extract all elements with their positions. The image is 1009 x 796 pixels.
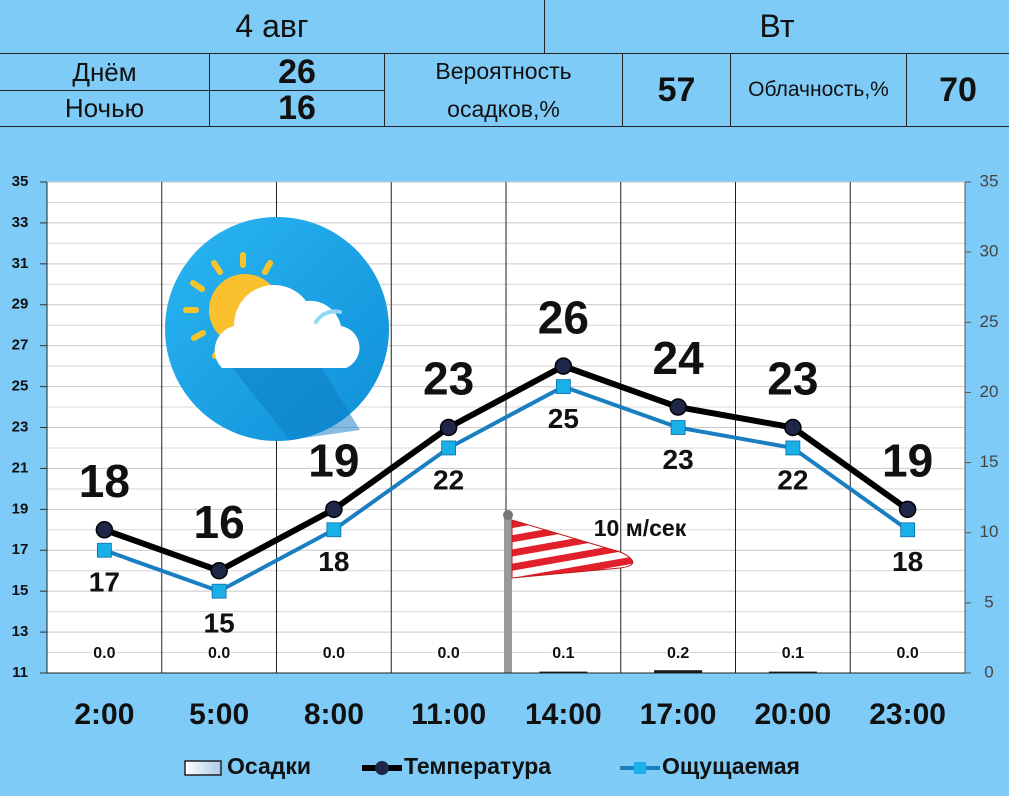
- x-tick-label: 20:00: [755, 698, 832, 731]
- day-label: Днём: [0, 54, 210, 91]
- y-tick-label: 11: [12, 664, 28, 681]
- feels-marker: [96, 542, 112, 558]
- precip-label: 0.0: [897, 645, 919, 662]
- y-tick-label: 17: [12, 541, 29, 558]
- feels-marker: [211, 583, 227, 599]
- temp-marker: [669, 398, 687, 416]
- temp-label: 26: [538, 291, 589, 343]
- feels-label: 17: [89, 567, 120, 598]
- precip-prob-label: Вероятность осадков,%: [385, 54, 623, 127]
- series-line: [103, 363, 910, 574]
- precip-label: 0.1: [552, 645, 574, 662]
- temp-label: 23: [767, 353, 818, 405]
- precip-prob-value: 57: [623, 54, 731, 127]
- legend-marker: [375, 761, 389, 775]
- x-tick-label: 14:00: [525, 698, 602, 731]
- weekday: Вт: [545, 0, 1009, 54]
- y2-tick-label: 5: [984, 592, 993, 611]
- precip-label: 0.0: [93, 645, 115, 662]
- temp-marker: [325, 500, 343, 519]
- precip-label: 0.0: [208, 645, 230, 662]
- y2-tick-label: 25: [980, 312, 999, 331]
- precip-label: 0.1: [782, 645, 804, 662]
- x-tick-label: 17:00: [640, 698, 717, 731]
- y-tick-label: 33: [12, 214, 29, 231]
- feels-marker: [785, 440, 801, 456]
- series-line: [103, 384, 909, 594]
- temp-label: 16: [194, 496, 245, 548]
- legend-marker: [634, 762, 646, 774]
- x-tick-label: 8:00: [304, 698, 364, 731]
- x-tick-label: 5:00: [189, 698, 249, 731]
- y-tick-label: 27: [12, 337, 29, 354]
- feels-marker: [900, 522, 916, 538]
- x-tick-label: 2:00: [74, 698, 134, 731]
- legend-label: Ощущаемая: [662, 753, 800, 779]
- chart-layer: 11 13 15 17 19 21 23 25 27 29 31 33 35 0 5 10 15 20 25 30 35…: [12, 171, 999, 779]
- feels-label: 18: [892, 546, 923, 577]
- precip-label: 0.0: [438, 645, 460, 662]
- feels-label: 22: [777, 464, 808, 495]
- temp-marker: [784, 418, 802, 437]
- wind-annotation: 10 м/сек: [594, 515, 687, 541]
- day-temp: 26: [210, 53, 385, 91]
- legend-swatch: [184, 760, 222, 776]
- feels-marker: [441, 440, 457, 456]
- weather-icon: [165, 217, 389, 441]
- night-temp: 16: [210, 89, 385, 127]
- feels-label: 15: [204, 608, 235, 639]
- temp-label: 24: [653, 332, 705, 384]
- y-tick-label: 15: [12, 582, 29, 599]
- feels-marker: [670, 420, 686, 435]
- legend-label: Температура: [404, 753, 551, 779]
- temp-marker: [898, 500, 917, 519]
- cloudiness-label: Облачность,%: [731, 54, 907, 127]
- feels-marker: [326, 522, 342, 538]
- temp-marker: [554, 357, 573, 375]
- temp-label: 23: [423, 353, 474, 405]
- windsock-icon: [503, 510, 634, 673]
- x-tick-label: 23:00: [869, 698, 946, 731]
- precip-label: 0.2: [667, 645, 689, 662]
- x-tick-label: 11:00: [411, 698, 486, 731]
- temp-label: 18: [79, 455, 130, 507]
- temp-label: 19: [882, 434, 933, 486]
- y2-tick-label: 35: [980, 171, 999, 190]
- y2-tick-label: 20: [980, 382, 999, 401]
- feels-label: 25: [548, 403, 579, 434]
- y-tick-label: 25: [12, 378, 29, 395]
- date: 4 авг: [0, 0, 545, 54]
- precip-label: 0.0: [323, 645, 345, 662]
- y-tick-label: 23: [12, 418, 29, 435]
- y-tick-label: 19: [12, 500, 29, 517]
- night-label: Ночью: [0, 91, 210, 127]
- y-tick-label: 35: [12, 173, 29, 190]
- feels-label: 23: [663, 444, 694, 475]
- y-tick-label: 13: [12, 623, 29, 640]
- y-tick-label: 21: [12, 459, 29, 476]
- cloudiness-value: 70: [907, 54, 1009, 127]
- feels-label: 18: [318, 546, 349, 577]
- feels-label: 22: [433, 464, 464, 495]
- temp-marker: [210, 561, 228, 580]
- legend-label: Осадки: [227, 753, 311, 779]
- feels-marker: [555, 379, 571, 394]
- precip-bar: [654, 670, 703, 673]
- temp-marker: [95, 521, 114, 539]
- precip-bar: [768, 671, 817, 673]
- y-tick-label: 29: [12, 296, 29, 313]
- y2-tick-label: 30: [980, 242, 999, 261]
- temp-label: 19: [308, 434, 359, 486]
- y2-tick-label: 10: [980, 522, 999, 541]
- temp-marker: [439, 418, 458, 437]
- precip-bar: [539, 671, 588, 673]
- y-tick-label: 31: [12, 255, 29, 272]
- y2-tick-label: 0: [984, 662, 993, 681]
- y2-tick-label: 15: [980, 452, 999, 471]
